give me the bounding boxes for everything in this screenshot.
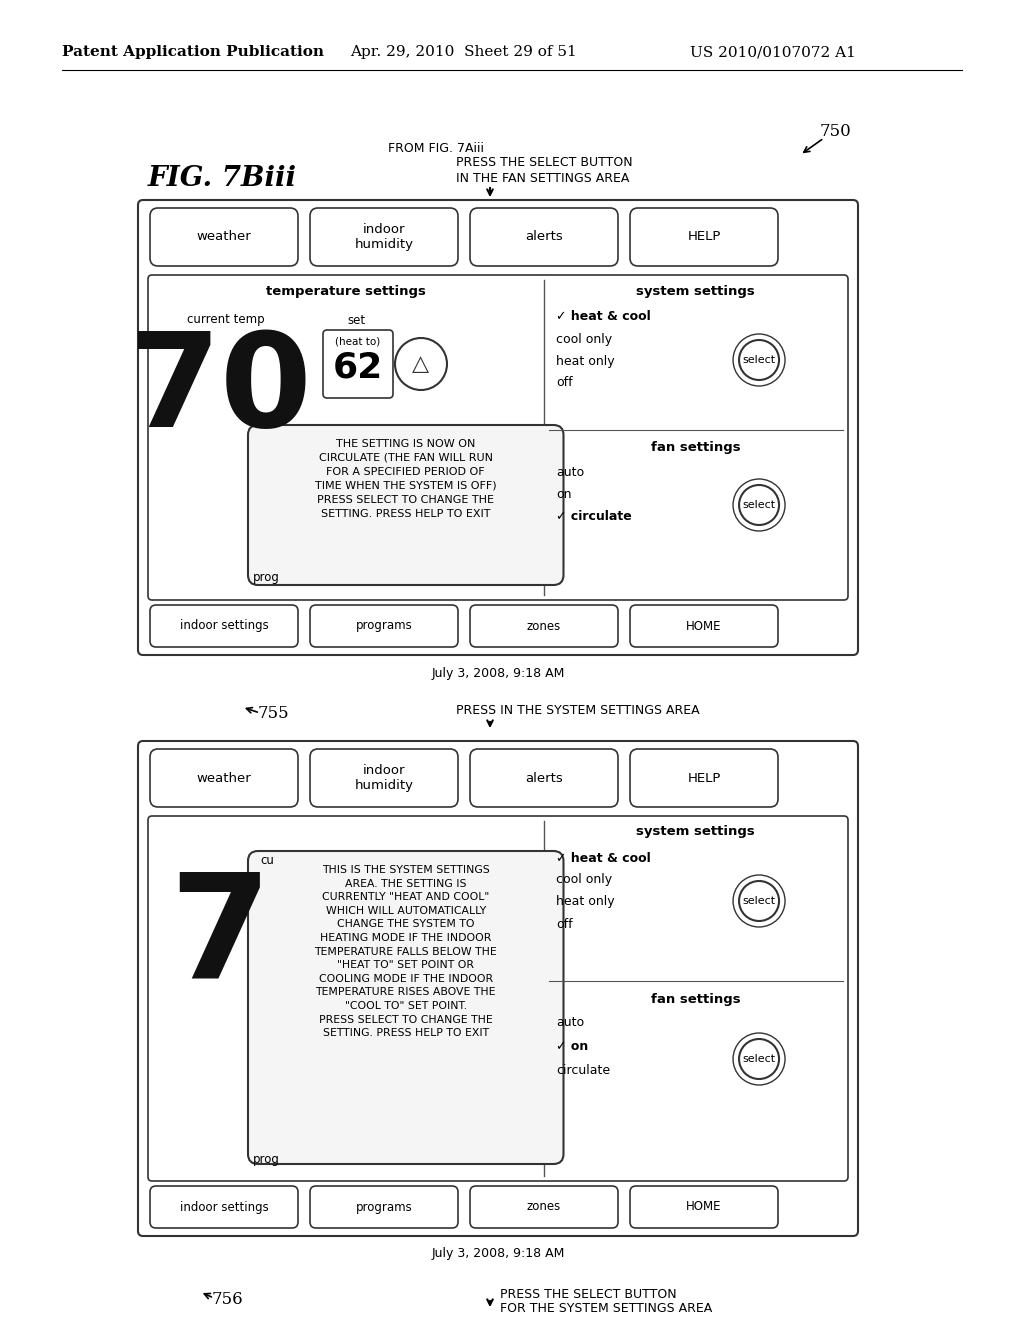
Text: THIS IS THE SYSTEM SETTINGS
AREA. THE SETTING IS
CURRENTLY "HEAT AND COOL"
WHICH: THIS IS THE SYSTEM SETTINGS AREA. THE SE… [314,865,497,1039]
Text: HOME: HOME [686,1200,722,1213]
FancyBboxPatch shape [148,816,848,1181]
FancyBboxPatch shape [310,748,458,807]
Text: set: set [347,314,366,326]
Text: PRESS THE SELECT BUTTON: PRESS THE SELECT BUTTON [500,1287,677,1300]
FancyBboxPatch shape [323,330,393,399]
Text: alerts: alerts [525,771,563,784]
Text: alerts: alerts [525,231,563,243]
Text: Apr. 29, 2010  Sheet 29 of 51: Apr. 29, 2010 Sheet 29 of 51 [350,45,577,59]
Text: auto: auto [556,466,585,479]
Text: off: off [556,376,573,389]
Text: FROM FIG. 7Aiii: FROM FIG. 7Aiii [388,141,484,154]
Text: ✓ heat & cool: ✓ heat & cool [556,310,651,323]
Text: auto: auto [556,1016,585,1030]
Text: zones: zones [527,1200,561,1213]
Text: temperature settings: temperature settings [266,285,426,297]
Text: indoor
humidity: indoor humidity [354,764,414,792]
Text: prog: prog [253,1152,280,1166]
Text: 755: 755 [258,705,290,722]
Text: fan settings: fan settings [651,441,740,454]
Text: 756: 756 [212,1291,244,1308]
Text: heat only: heat only [556,355,615,367]
Text: system settings: system settings [636,285,755,297]
FancyBboxPatch shape [248,425,563,585]
Text: weather: weather [197,231,251,243]
Text: HELP: HELP [687,771,721,784]
FancyBboxPatch shape [470,748,618,807]
Text: FOR THE SYSTEM SETTINGS AREA: FOR THE SYSTEM SETTINGS AREA [500,1302,713,1315]
FancyBboxPatch shape [470,1185,618,1228]
Text: 750: 750 [820,124,852,140]
FancyBboxPatch shape [310,605,458,647]
Text: programs: programs [355,1200,413,1213]
Text: 70: 70 [128,327,312,454]
Text: 62: 62 [333,351,383,385]
FancyBboxPatch shape [150,1185,298,1228]
Text: prog: prog [253,572,280,585]
FancyBboxPatch shape [150,748,298,807]
Text: cool only: cool only [556,874,612,887]
FancyBboxPatch shape [138,741,858,1236]
Text: △: △ [413,354,429,374]
Text: select: select [742,1053,775,1064]
Text: indoor
humidity: indoor humidity [354,223,414,251]
Text: PRESS THE SELECT BUTTON: PRESS THE SELECT BUTTON [456,157,633,169]
Text: select: select [742,500,775,510]
Text: Patent Application Publication: Patent Application Publication [62,45,324,59]
Text: US 2010/0107072 A1: US 2010/0107072 A1 [690,45,856,59]
Text: indoor settings: indoor settings [179,619,268,632]
Text: programs: programs [355,619,413,632]
Text: July 3, 2008, 9:18 AM: July 3, 2008, 9:18 AM [431,1247,564,1261]
Text: select: select [742,355,775,366]
Circle shape [395,338,447,389]
FancyBboxPatch shape [630,1185,778,1228]
Text: system settings: system settings [636,825,755,838]
Text: HELP: HELP [687,231,721,243]
Text: ✓ circulate: ✓ circulate [556,510,632,523]
Text: ✓ heat & cool: ✓ heat & cool [556,851,651,865]
FancyBboxPatch shape [470,209,618,267]
Text: ✓ on: ✓ on [556,1040,589,1053]
FancyBboxPatch shape [150,209,298,267]
FancyBboxPatch shape [138,201,858,655]
Text: circulate: circulate [556,1064,610,1077]
Text: weather: weather [197,771,251,784]
Text: July 3, 2008, 9:18 AM: July 3, 2008, 9:18 AM [431,667,564,680]
Text: FIG. 7Biii: FIG. 7Biii [148,165,297,191]
Text: IN THE FAN SETTINGS AREA: IN THE FAN SETTINGS AREA [456,172,630,185]
FancyBboxPatch shape [470,605,618,647]
Text: fan settings: fan settings [651,993,740,1006]
FancyBboxPatch shape [310,1185,458,1228]
Text: cu: cu [260,854,273,866]
Text: HOME: HOME [686,619,722,632]
Text: cool only: cool only [556,333,612,346]
FancyBboxPatch shape [150,605,298,647]
Text: select: select [742,896,775,906]
Text: on: on [556,487,572,500]
Text: current temp: current temp [187,313,265,326]
FancyBboxPatch shape [630,748,778,807]
Text: (heat to): (heat to) [336,337,381,347]
FancyBboxPatch shape [310,209,458,267]
FancyBboxPatch shape [630,605,778,647]
Text: PRESS IN THE SYSTEM SETTINGS AREA: PRESS IN THE SYSTEM SETTINGS AREA [456,705,699,718]
Text: zones: zones [527,619,561,632]
Text: THE SETTING IS NOW ON
CIRCULATE (THE FAN WILL RUN
FOR A SPECIFIED PERIOD OF
TIME: THE SETTING IS NOW ON CIRCULATE (THE FAN… [315,440,497,519]
Text: 7: 7 [169,869,270,1008]
Text: off: off [556,917,573,931]
FancyBboxPatch shape [248,851,563,1164]
FancyBboxPatch shape [630,209,778,267]
Text: indoor settings: indoor settings [179,1200,268,1213]
Text: heat only: heat only [556,895,615,908]
FancyBboxPatch shape [148,275,848,601]
